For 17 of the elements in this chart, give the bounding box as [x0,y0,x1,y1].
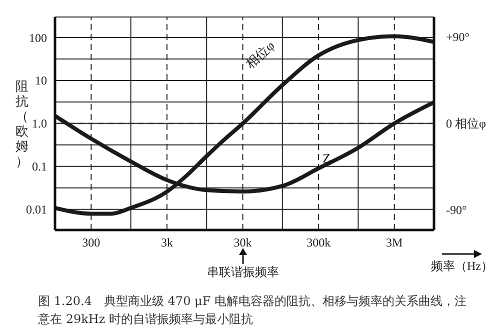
y2-tick-label: 0 相位φ [446,116,486,130]
x-axis-title: 频率（Hz） [430,258,494,275]
y2-tick-label: +90° [446,30,470,44]
y2-tick-label: -90° [446,202,467,217]
text: 串联谐振频率 [206,264,280,281]
y-axis-title: 阻抗（欧姆） [16,78,28,168]
caption: 图 1.20.4 典型商业级 470 μF 电解电容器的阻抗、相移与频率的关系曲线，注意在 29kHz 时的自谐振频率与最小阻抗 [37,293,468,328]
y-tick-label: 1.0 [32,116,47,131]
x-tick-label: 3k [160,236,173,250]
y-tick-label: 0.1 [32,160,47,174]
y-tick-label: 10 [35,74,47,88]
x-tick-label: 3M [386,236,404,250]
y-tick-label: 0.01 [26,202,47,217]
x-tick-label: 300 [82,236,100,250]
y-tick-label: 100 [29,30,47,45]
x-tick-label: 300k [306,236,331,250]
x-tick-label: 30k [234,236,252,250]
